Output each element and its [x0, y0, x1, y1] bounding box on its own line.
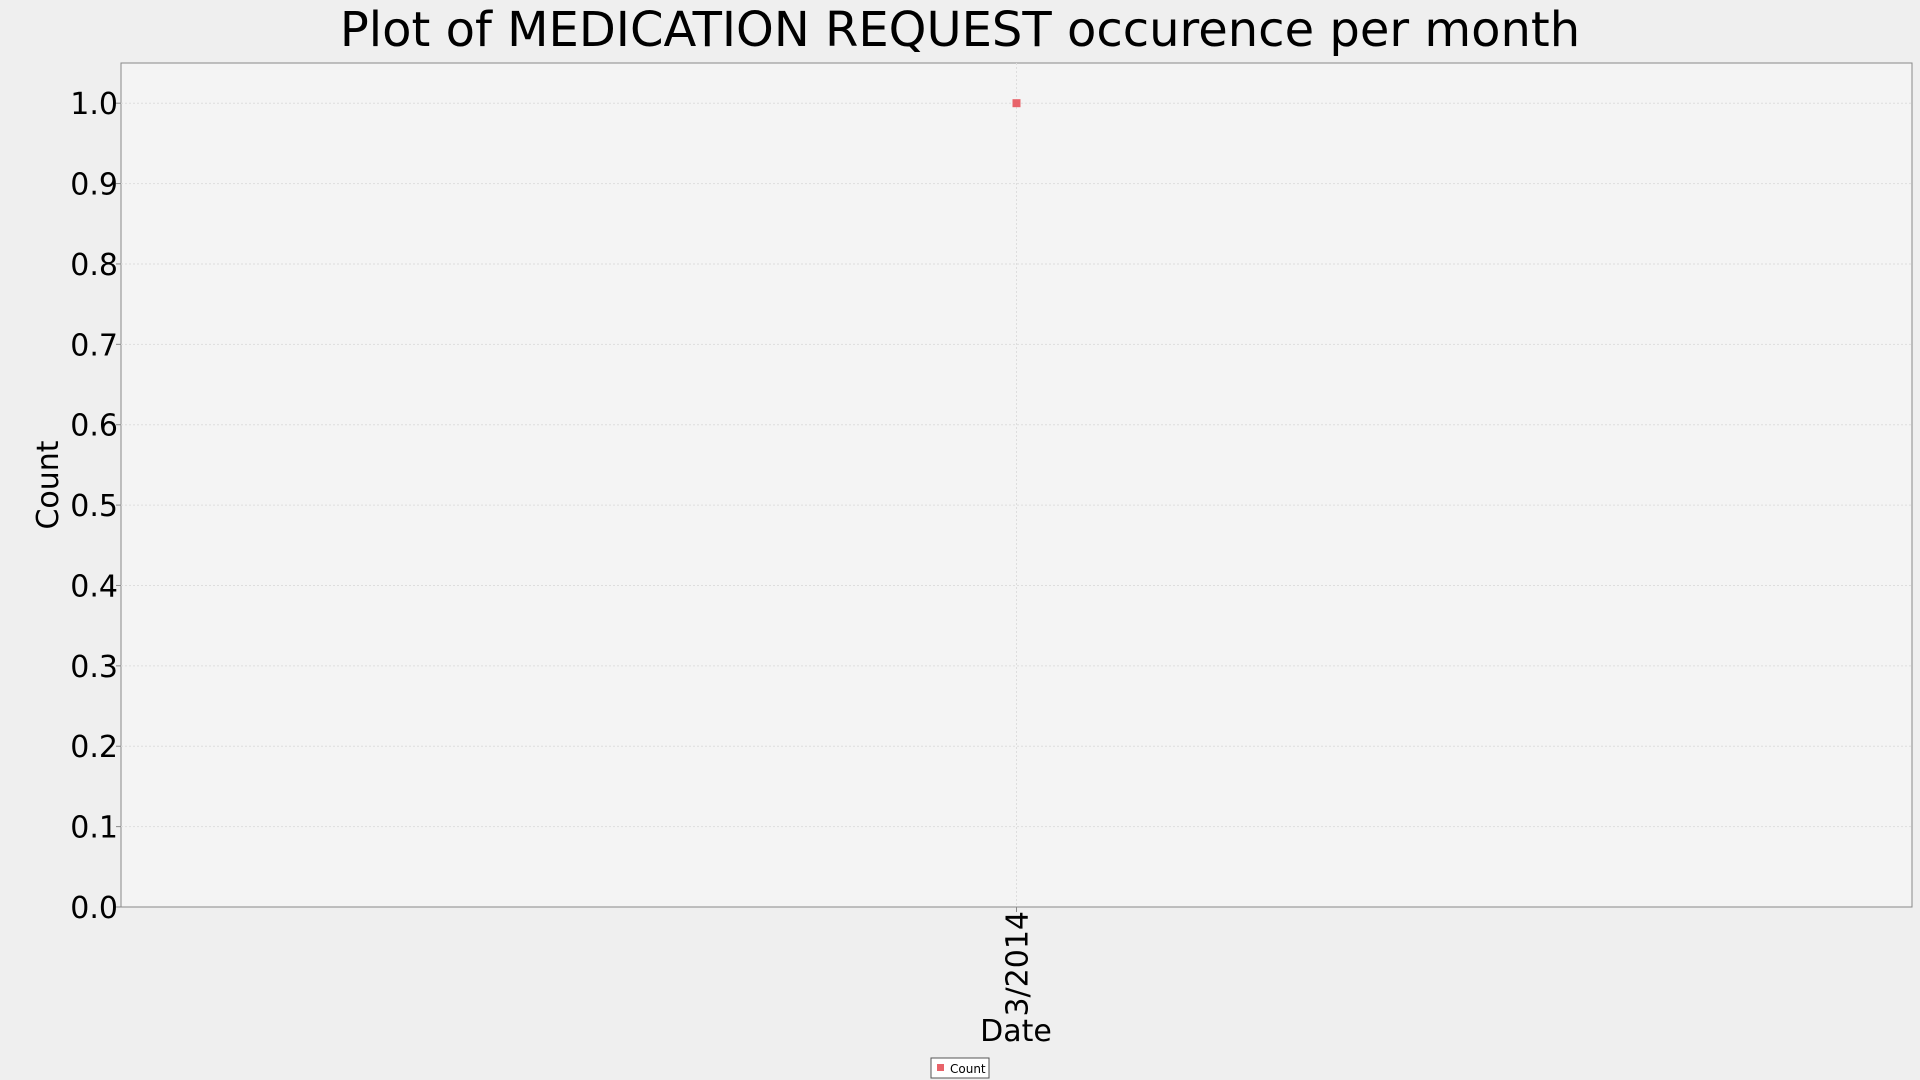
legend-swatch	[937, 1064, 944, 1071]
y-axis-ticks: 0.0 0.1 0.2 0.3 0.4 0.5 0.6 0.7 0.8 0.9 1.0	[70, 87, 121, 926]
grid-lines	[121, 63, 1912, 907]
y-tick-label: 0.1	[70, 811, 118, 846]
y-tick-label: 0.5	[70, 489, 118, 524]
y-tick-label: 0.2	[70, 730, 118, 765]
legend-box	[930, 1057, 990, 1079]
y-tick-label: 0.7	[70, 328, 118, 363]
y-tick-label: 0.8	[70, 248, 118, 283]
data-points	[1012, 99, 1021, 108]
legend: Count	[930, 1057, 990, 1079]
x-tick-label: 3/2014	[1001, 911, 1036, 1017]
data-point	[1012, 99, 1021, 108]
y-tick-label: 0.4	[70, 569, 118, 604]
legend-label: Count	[950, 1062, 986, 1076]
y-tick-label: 1.0	[70, 87, 118, 122]
chart-title: Plot of MEDICATION REQUEST occurence per…	[340, 2, 1580, 58]
y-axis-label: Count	[31, 440, 66, 529]
y-tick-label: 0.6	[70, 409, 118, 444]
y-tick-label: 0.3	[70, 650, 118, 685]
x-axis-ticks: 3/2014	[1001, 907, 1036, 1017]
y-tick-label: 0.9	[70, 168, 118, 203]
x-axis-label: Date	[980, 1014, 1052, 1049]
y-tick-label: 0.0	[70, 891, 118, 926]
